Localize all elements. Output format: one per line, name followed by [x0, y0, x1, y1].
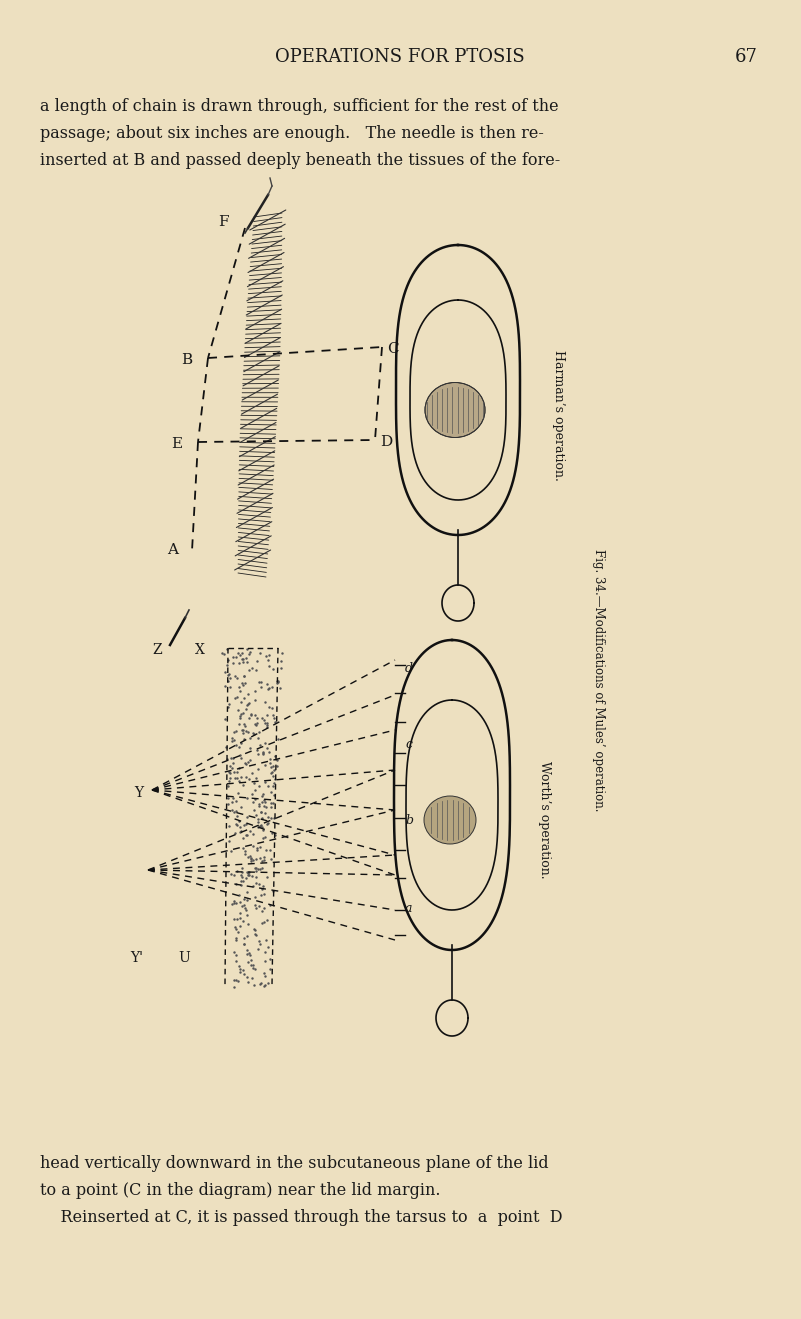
Ellipse shape: [425, 383, 485, 438]
Text: Y: Y: [134, 786, 143, 801]
Text: D: D: [380, 435, 392, 448]
Text: b: b: [405, 814, 413, 827]
Text: B: B: [181, 353, 192, 367]
Text: E: E: [171, 437, 182, 451]
Text: head vertically downward in the subcutaneous plane of the lid: head vertically downward in the subcutan…: [40, 1155, 549, 1173]
Ellipse shape: [424, 795, 476, 844]
Text: F: F: [219, 215, 229, 230]
Text: Fig. 34.—Modifications of Mules’ operation.: Fig. 34.—Modifications of Mules’ operati…: [591, 549, 605, 811]
Text: c: c: [405, 739, 412, 752]
Text: Y': Y': [130, 951, 143, 966]
Text: a length of chain is drawn through, sufficient for the rest of the: a length of chain is drawn through, suff…: [40, 98, 558, 115]
Text: OPERATIONS FOR PTOSIS: OPERATIONS FOR PTOSIS: [275, 47, 525, 66]
Text: Worth’s operation.: Worth’s operation.: [538, 761, 552, 878]
Text: C: C: [387, 342, 399, 356]
Text: X: X: [195, 642, 205, 657]
Text: inserted at B and passed deeply beneath the tissues of the fore-: inserted at B and passed deeply beneath …: [40, 152, 560, 169]
Text: to a point (C in the diagram) near the lid margin.: to a point (C in the diagram) near the l…: [40, 1182, 441, 1199]
Text: a: a: [405, 901, 413, 914]
Text: U: U: [178, 951, 190, 966]
Text: 67: 67: [735, 47, 758, 66]
Text: A: A: [167, 543, 178, 557]
Text: passage; about six inches are enough.   The needle is then re-: passage; about six inches are enough. Th…: [40, 125, 544, 142]
Text: d: d: [405, 662, 413, 674]
Text: Harman’s operation.: Harman’s operation.: [552, 350, 565, 480]
Text: Reinserted at C, it is passed through the tarsus to  a  point  D: Reinserted at C, it is passed through th…: [40, 1210, 562, 1225]
Text: Z: Z: [152, 642, 162, 657]
